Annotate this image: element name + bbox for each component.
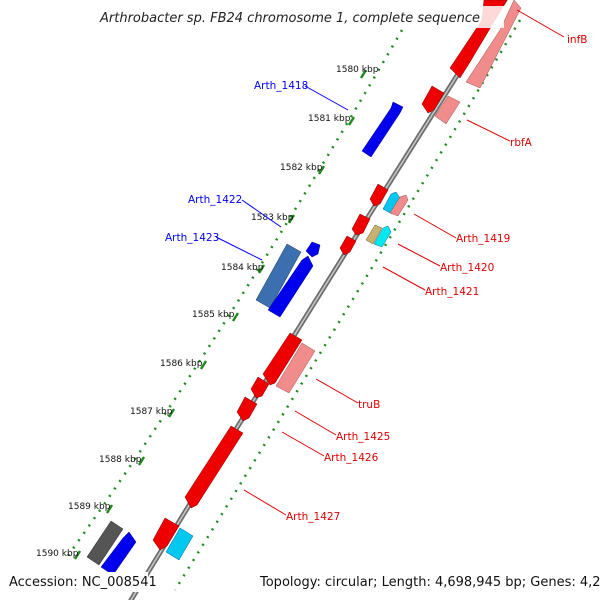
label-rbfA[interactable]: rbfA: [510, 137, 533, 149]
label-arth-1426[interactable]: Arth_1426: [324, 452, 379, 464]
tick-label-1587: 1587 kbp: [130, 407, 173, 417]
tick-labels: 1580 kbp 1581 kbp 1582 kbp 1583 kbp 1584…: [36, 65, 379, 559]
label-arth-1422[interactable]: Arth_1422: [188, 194, 242, 206]
gene-gray-bottom[interactable]: [86, 520, 124, 566]
gene-arth-1420-red[interactable]: [351, 213, 371, 236]
gene-truB-red[interactable]: [262, 332, 303, 386]
accession-text: Accession: NC_008541: [9, 575, 157, 590]
gene-arth-1418[interactable]: [361, 101, 404, 158]
map-title: Arthrobacter sp. FB24 chromosome 1, comp…: [99, 11, 480, 26]
chromosome-backbone: [128, 0, 508, 600]
forward-strand-genes: [86, 101, 404, 576]
gene-rbfA[interactable]: [434, 95, 461, 125]
tick-label-1588: 1588 kbp: [99, 455, 142, 465]
label-arth-1427[interactable]: Arth_1427: [286, 511, 340, 523]
gene-arth-1424[interactable]: [267, 255, 314, 318]
gene-cyan-bottom[interactable]: [165, 527, 194, 561]
label-truB[interactable]: truB: [358, 399, 380, 411]
footer-left-background: [6, 572, 148, 592]
summary-text: Topology: circular; Length: 4,698,945 bp…: [259, 575, 600, 590]
label-infB[interactable]: infB: [567, 34, 587, 46]
chromosome-backbone-highlight: [130, 0, 506, 600]
label-arth-1421[interactable]: Arth_1421: [425, 286, 479, 298]
tick-label-1585: 1585 kbp: [192, 310, 235, 320]
tick-label-1586: 1586 kbp: [160, 359, 203, 369]
gene-arth-1426[interactable]: [236, 396, 258, 422]
gene-truB[interactable]: [275, 342, 316, 394]
label-arth-1423[interactable]: Arth_1423: [165, 232, 219, 244]
label-arth-1425[interactable]: Arth_1425: [336, 431, 390, 443]
label-connectors: [215, 9, 565, 516]
label-arth-1419[interactable]: Arth_1419: [456, 233, 510, 245]
gene-arth-1422[interactable]: [305, 241, 321, 258]
tick-label-1589: 1589 kbp: [68, 502, 111, 512]
gene-arth-1420[interactable]: [365, 224, 383, 245]
label-arth-1420[interactable]: Arth_1420: [440, 262, 494, 274]
tick-label-1590: 1590 kbp: [36, 549, 79, 559]
gene-arth-1421[interactable]: [339, 235, 357, 256]
label-arth-1418[interactable]: Arth_1418: [254, 80, 308, 92]
gene-rbfA-red[interactable]: [421, 85, 445, 114]
gene-arth-1423[interactable]: [255, 243, 302, 309]
tick-label-1584: 1584 kbp: [221, 263, 264, 273]
gene-red-bottom[interactable]: [152, 517, 180, 551]
reverse-strand-genes: [152, 0, 522, 561]
tick-label-1583: 1583 kbp: [251, 213, 294, 223]
tick-label-1581: 1581 kbp: [308, 114, 351, 124]
tick-label-1582: 1582 kbp: [280, 163, 323, 173]
gene-labels: Arth_1418 Arth_1422 Arth_1423 infB rbfA …: [165, 34, 587, 523]
gene-arth-1425[interactable]: [250, 376, 270, 399]
gene-arth-1419[interactable]: [389, 194, 409, 217]
title-background: [96, 6, 504, 28]
gene-arth-1421-cyan[interactable]: [373, 225, 392, 248]
inner-tick-track: [173, 19, 522, 591]
footer-right-background: [256, 572, 596, 592]
gene-infB-partner[interactable]: [465, 0, 522, 89]
tick-label-1580: 1580 kbp: [336, 65, 379, 75]
gene-arth-1419-red[interactable]: [369, 183, 389, 207]
gene-arth-1427[interactable]: [184, 425, 244, 509]
outer-tick-track: [63, 29, 404, 561]
kbp-tick-marks: [73, 69, 368, 560]
